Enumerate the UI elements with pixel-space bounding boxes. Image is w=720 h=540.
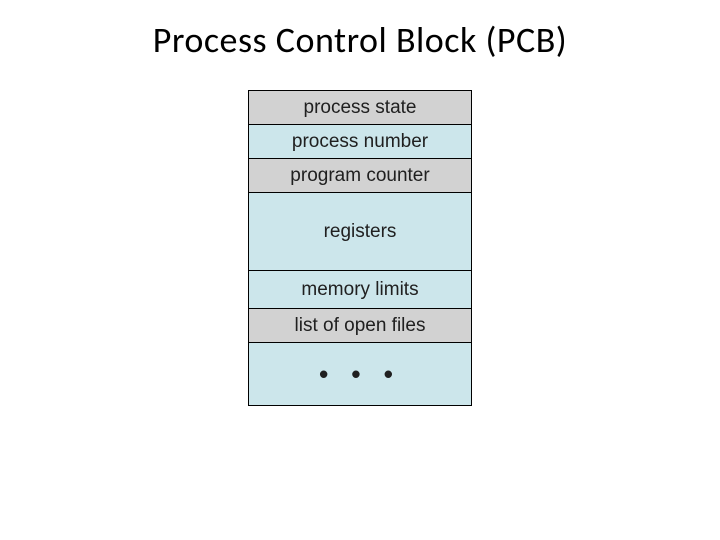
pcb-diagram: process state process number program cou… bbox=[248, 90, 472, 406]
pcb-row-process-state: process state bbox=[249, 91, 471, 125]
pcb-row-program-counter: program counter bbox=[249, 159, 471, 193]
pcb-row-process-number: process number bbox=[249, 125, 471, 159]
pcb-row-memory-limits: memory limits bbox=[249, 271, 471, 309]
pcb-row-registers: registers bbox=[249, 193, 471, 271]
pcb-row-ellipsis: • • • bbox=[249, 343, 471, 405]
pcb-row-open-files: list of open files bbox=[249, 309, 471, 343]
page-title: Process Control Block (PCB) bbox=[0, 0, 720, 62]
